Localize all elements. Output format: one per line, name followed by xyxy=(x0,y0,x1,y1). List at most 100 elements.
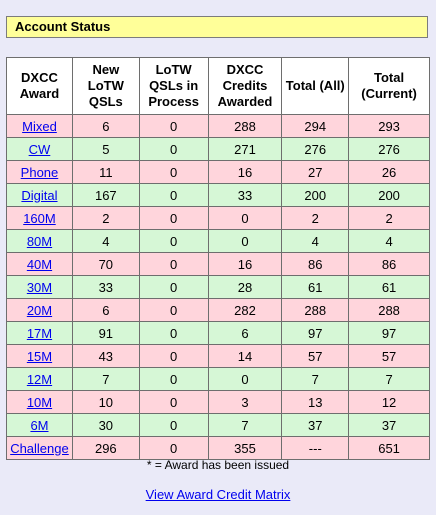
award-link[interactable]: 10M xyxy=(26,394,53,410)
column-header-total-all: Total (All) xyxy=(281,57,350,115)
credits-awarded-cell: 28 xyxy=(207,275,283,299)
total-all-cell: 276 xyxy=(281,137,350,161)
new-lotw-qsls-cell: 91 xyxy=(71,321,140,345)
lotw-in-process-cell: 0 xyxy=(138,298,209,322)
award-cell: 20M xyxy=(6,298,73,322)
total-current-cell: 276 xyxy=(348,137,430,161)
column-header-total-current: Total (Current) xyxy=(348,57,430,115)
total-all-cell: 37 xyxy=(281,413,350,437)
award-link[interactable]: Digital xyxy=(21,187,58,203)
lotw-in-process-cell: 0 xyxy=(138,275,209,299)
new-lotw-qsls-cell: 6 xyxy=(71,298,140,322)
total-all-cell: 7 xyxy=(281,367,350,391)
award-link[interactable]: 160M xyxy=(23,210,56,226)
table-row: 15M 43 0 14 57 57 xyxy=(6,344,430,368)
new-lotw-qsls-cell: 33 xyxy=(71,275,140,299)
account-status-table: DXCC Award New LoTW QSLs LoTW QSLs in Pr… xyxy=(6,57,430,460)
table-row: 20M 6 0 282 288 288 xyxy=(6,298,430,322)
award-cell: 80M xyxy=(6,229,73,253)
new-lotw-qsls-cell: 296 xyxy=(71,436,140,460)
lotw-in-process-cell: 0 xyxy=(138,229,209,253)
award-link[interactable]: 20M xyxy=(26,302,53,318)
total-all-cell: 13 xyxy=(281,390,350,414)
table-row: 10M 10 0 3 13 12 xyxy=(6,390,430,414)
award-link[interactable]: Mixed xyxy=(22,118,57,134)
total-current-cell: 288 xyxy=(348,298,430,322)
new-lotw-qsls-cell: 11 xyxy=(71,160,140,184)
total-current-cell: 12 xyxy=(348,390,430,414)
total-current-cell: 86 xyxy=(348,252,430,276)
lotw-in-process-cell: 0 xyxy=(138,344,209,368)
award-cell: Challenge xyxy=(6,436,73,460)
new-lotw-qsls-cell: 7 xyxy=(71,367,140,391)
award-issued-footnote: * = Award has been issued xyxy=(146,458,290,472)
credits-awarded-cell: 0 xyxy=(207,367,283,391)
lotw-in-process-cell: 0 xyxy=(138,321,209,345)
award-cell: Phone xyxy=(6,160,73,184)
award-cell: 30M xyxy=(6,275,73,299)
award-link[interactable]: Phone xyxy=(20,164,59,180)
table-row: 80M 4 0 0 4 4 xyxy=(6,229,430,253)
lotw-in-process-cell: 0 xyxy=(138,206,209,230)
total-current-cell: 26 xyxy=(348,160,430,184)
award-link[interactable]: 80M xyxy=(26,233,53,249)
total-all-cell: 4 xyxy=(281,229,350,253)
total-all-cell: 97 xyxy=(281,321,350,345)
new-lotw-qsls-cell: 2 xyxy=(71,206,140,230)
new-lotw-qsls-cell: 167 xyxy=(71,183,140,207)
total-all-cell: 86 xyxy=(281,252,350,276)
new-lotw-qsls-cell: 5 xyxy=(71,137,140,161)
total-all-cell: 61 xyxy=(281,275,350,299)
table-row: Challenge 296 0 355 --- 651 xyxy=(6,436,430,460)
total-current-cell: 200 xyxy=(348,183,430,207)
total-current-cell: 7 xyxy=(348,367,430,391)
award-link[interactable]: 30M xyxy=(26,279,53,295)
award-link[interactable]: 40M xyxy=(26,256,53,272)
total-all-cell: 200 xyxy=(281,183,350,207)
lotw-in-process-cell: 0 xyxy=(138,367,209,391)
table-row: 30M 33 0 28 61 61 xyxy=(6,275,430,299)
new-lotw-qsls-cell: 10 xyxy=(71,390,140,414)
view-award-credit-matrix-link[interactable]: View Award Credit Matrix xyxy=(145,487,291,502)
credits-awarded-cell: 3 xyxy=(207,390,283,414)
credits-awarded-cell: 288 xyxy=(207,114,283,138)
account-status-header: Account Status xyxy=(6,16,428,38)
award-link[interactable]: CW xyxy=(28,141,51,157)
award-link[interactable]: 6M xyxy=(30,417,49,433)
award-link[interactable]: 17M xyxy=(26,325,53,341)
award-cell: Mixed xyxy=(6,114,73,138)
credits-awarded-cell: 7 xyxy=(207,413,283,437)
award-cell: 15M xyxy=(6,344,73,368)
credits-awarded-cell: 6 xyxy=(207,321,283,345)
award-cell: Digital xyxy=(6,183,73,207)
table-row: Mixed 6 0 288 294 293 xyxy=(6,114,430,138)
lotw-in-process-cell: 0 xyxy=(138,183,209,207)
credits-awarded-cell: 271 xyxy=(207,137,283,161)
credits-awarded-cell: 33 xyxy=(207,183,283,207)
award-rows: Mixed 6 0 288 294 293 CW 5 0 271 276 276 Phone 11 0 16 2… xyxy=(6,114,430,460)
column-header-new-lotw-qsls: New LoTW QSLs xyxy=(71,57,140,115)
column-header-lotw-in-process: LoTW QSLs in Process xyxy=(138,57,209,115)
award-link[interactable]: Challenge xyxy=(10,440,69,456)
total-all-cell: 27 xyxy=(281,160,350,184)
table-row: 17M 91 0 6 97 97 xyxy=(6,321,430,345)
lotw-in-process-cell: 0 xyxy=(138,390,209,414)
table-row: 40M 70 0 16 86 86 xyxy=(6,252,430,276)
table-header-row: DXCC Award New LoTW QSLs LoTW QSLs in Pr… xyxy=(6,57,430,115)
lotw-in-process-cell: 0 xyxy=(138,252,209,276)
award-cell: 160M xyxy=(6,206,73,230)
table-row: 160M 2 0 0 2 2 xyxy=(6,206,430,230)
column-header-dxcc-credits-awarded: DXCC Credits Awarded xyxy=(207,57,283,115)
total-current-cell: 651 xyxy=(348,436,430,460)
award-cell: 17M xyxy=(6,321,73,345)
total-all-cell: 294 xyxy=(281,114,350,138)
table-row: 12M 7 0 0 7 7 xyxy=(6,367,430,391)
award-link[interactable]: 12M xyxy=(26,371,53,387)
award-cell: 40M xyxy=(6,252,73,276)
award-cell: CW xyxy=(6,137,73,161)
column-header-dxcc-award: DXCC Award xyxy=(6,57,73,115)
new-lotw-qsls-cell: 4 xyxy=(71,229,140,253)
award-link[interactable]: 15M xyxy=(26,348,53,364)
total-current-cell: 4 xyxy=(348,229,430,253)
total-all-cell: 2 xyxy=(281,206,350,230)
